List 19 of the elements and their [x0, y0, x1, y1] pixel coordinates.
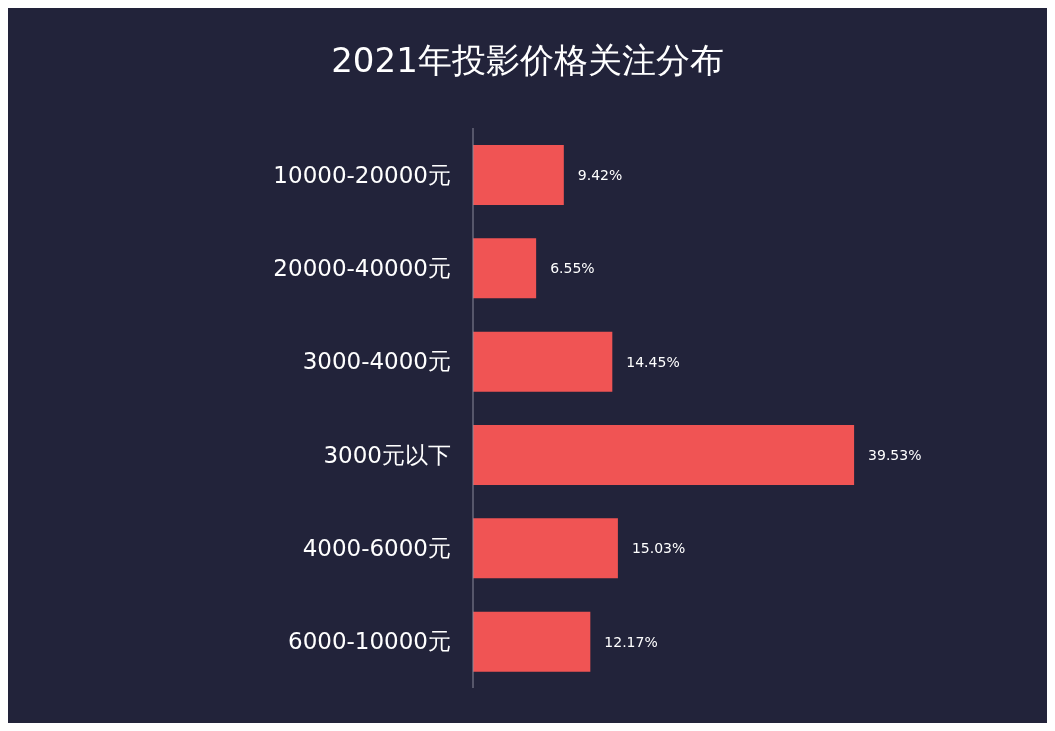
data-label: 14.45% — [626, 353, 680, 370]
y-tick-label: 20000-40000元 — [273, 255, 451, 282]
data-label: 12.17% — [604, 633, 658, 650]
chart-title: 2021年投影价格关注分布 — [330, 39, 725, 82]
bar — [473, 331, 613, 392]
data-label: 39.53% — [868, 446, 922, 463]
data-label: 15.03% — [631, 540, 686, 557]
y-tick-label: 3000-4000元 — [302, 348, 451, 375]
data-label: 6.55% — [550, 260, 595, 277]
y-tick-label: 3000元以下 — [323, 441, 451, 468]
bar — [473, 238, 537, 299]
y-tick-label: 6000-10000元 — [288, 628, 451, 655]
y-tick-label: 4000-6000元 — [302, 535, 451, 562]
y-tick-label: 10000-20000元 — [273, 161, 451, 188]
bar — [473, 145, 564, 205]
bar — [473, 425, 855, 485]
data-label: 9.42% — [577, 166, 623, 183]
bar — [473, 611, 591, 672]
bar — [473, 518, 618, 579]
